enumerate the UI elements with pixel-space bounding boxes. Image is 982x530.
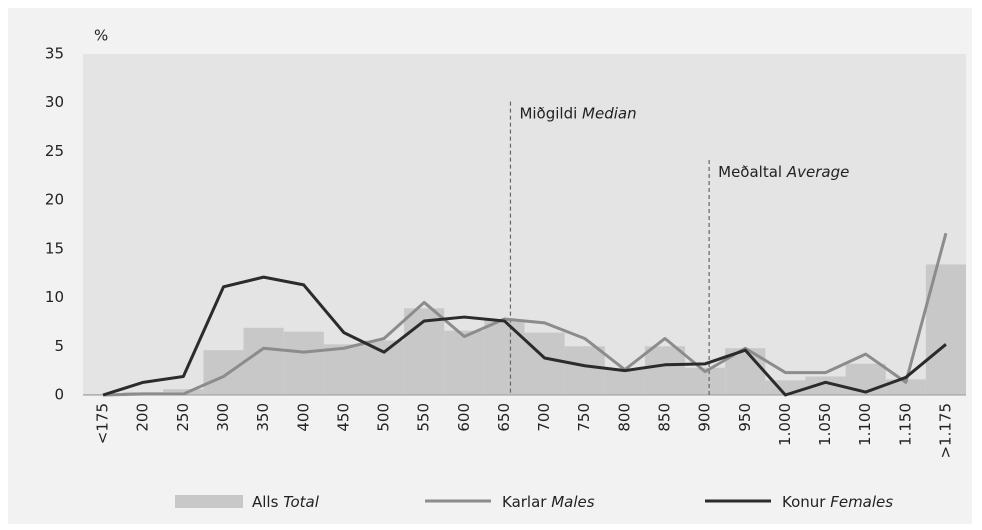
x-tick-label: 450	[334, 403, 352, 432]
bar	[444, 330, 485, 395]
legend-label: Konur Females	[782, 493, 893, 511]
annotation-label: Meðaltal Average	[718, 163, 849, 181]
x-tick-label: 600	[455, 403, 473, 432]
x-tick-label: 350	[254, 403, 272, 432]
x-tick-label: 850	[655, 403, 673, 432]
bar	[163, 389, 204, 395]
y-tick-label: 0	[54, 386, 64, 404]
bar	[363, 340, 405, 395]
legend-label: Karlar Males	[502, 493, 595, 511]
bar	[243, 327, 284, 395]
bar	[524, 332, 565, 395]
x-tick-label: 750	[575, 403, 593, 432]
x-tick-label: 900	[696, 403, 714, 432]
x-tick-label: 200	[134, 403, 152, 432]
x-tick-label: 1.150	[896, 403, 914, 446]
x-tick-label: 1.050	[816, 403, 834, 446]
bar	[323, 344, 364, 395]
annotation-label: Miðgildi Median	[519, 104, 636, 122]
y-tick-label: 10	[45, 288, 64, 306]
y-tick-label: 5	[54, 337, 64, 355]
legend-label: Alls Total	[252, 493, 320, 511]
legend-swatch	[175, 495, 243, 508]
bar	[805, 376, 846, 395]
bar	[885, 379, 926, 395]
bar	[203, 350, 244, 395]
bar	[845, 363, 886, 395]
line	[102, 275, 947, 397]
y-tick-label: 30	[45, 93, 64, 111]
bar	[564, 346, 605, 395]
x-tick-label: 650	[495, 403, 513, 432]
x-tick-label: 800	[615, 403, 633, 432]
y-tick-label: 25	[45, 142, 64, 160]
x-tick-label: 550	[415, 403, 433, 432]
line	[103, 232, 948, 397]
x-tick-label: 300	[214, 403, 232, 432]
y-tick-label: 15	[45, 239, 64, 257]
y-unit: %	[94, 27, 108, 45]
x-tick-label: 700	[535, 403, 553, 432]
y-tick-label: 35	[45, 45, 64, 63]
x-tick-label: >1.175	[936, 403, 954, 459]
x-tick-label: 400	[294, 403, 312, 432]
y-tick-label: 20	[45, 191, 64, 209]
x-tick-label: 1.100	[856, 403, 874, 446]
x-tick-label: 1.000	[776, 403, 794, 446]
x-tick-label: <175	[94, 403, 112, 444]
x-tick-label: 500	[375, 403, 393, 432]
bar	[604, 368, 645, 395]
x-tick-label: 950	[736, 403, 754, 432]
x-tick-label: 250	[174, 403, 192, 432]
bar	[484, 319, 525, 395]
bar	[283, 331, 324, 395]
bar	[644, 346, 686, 395]
